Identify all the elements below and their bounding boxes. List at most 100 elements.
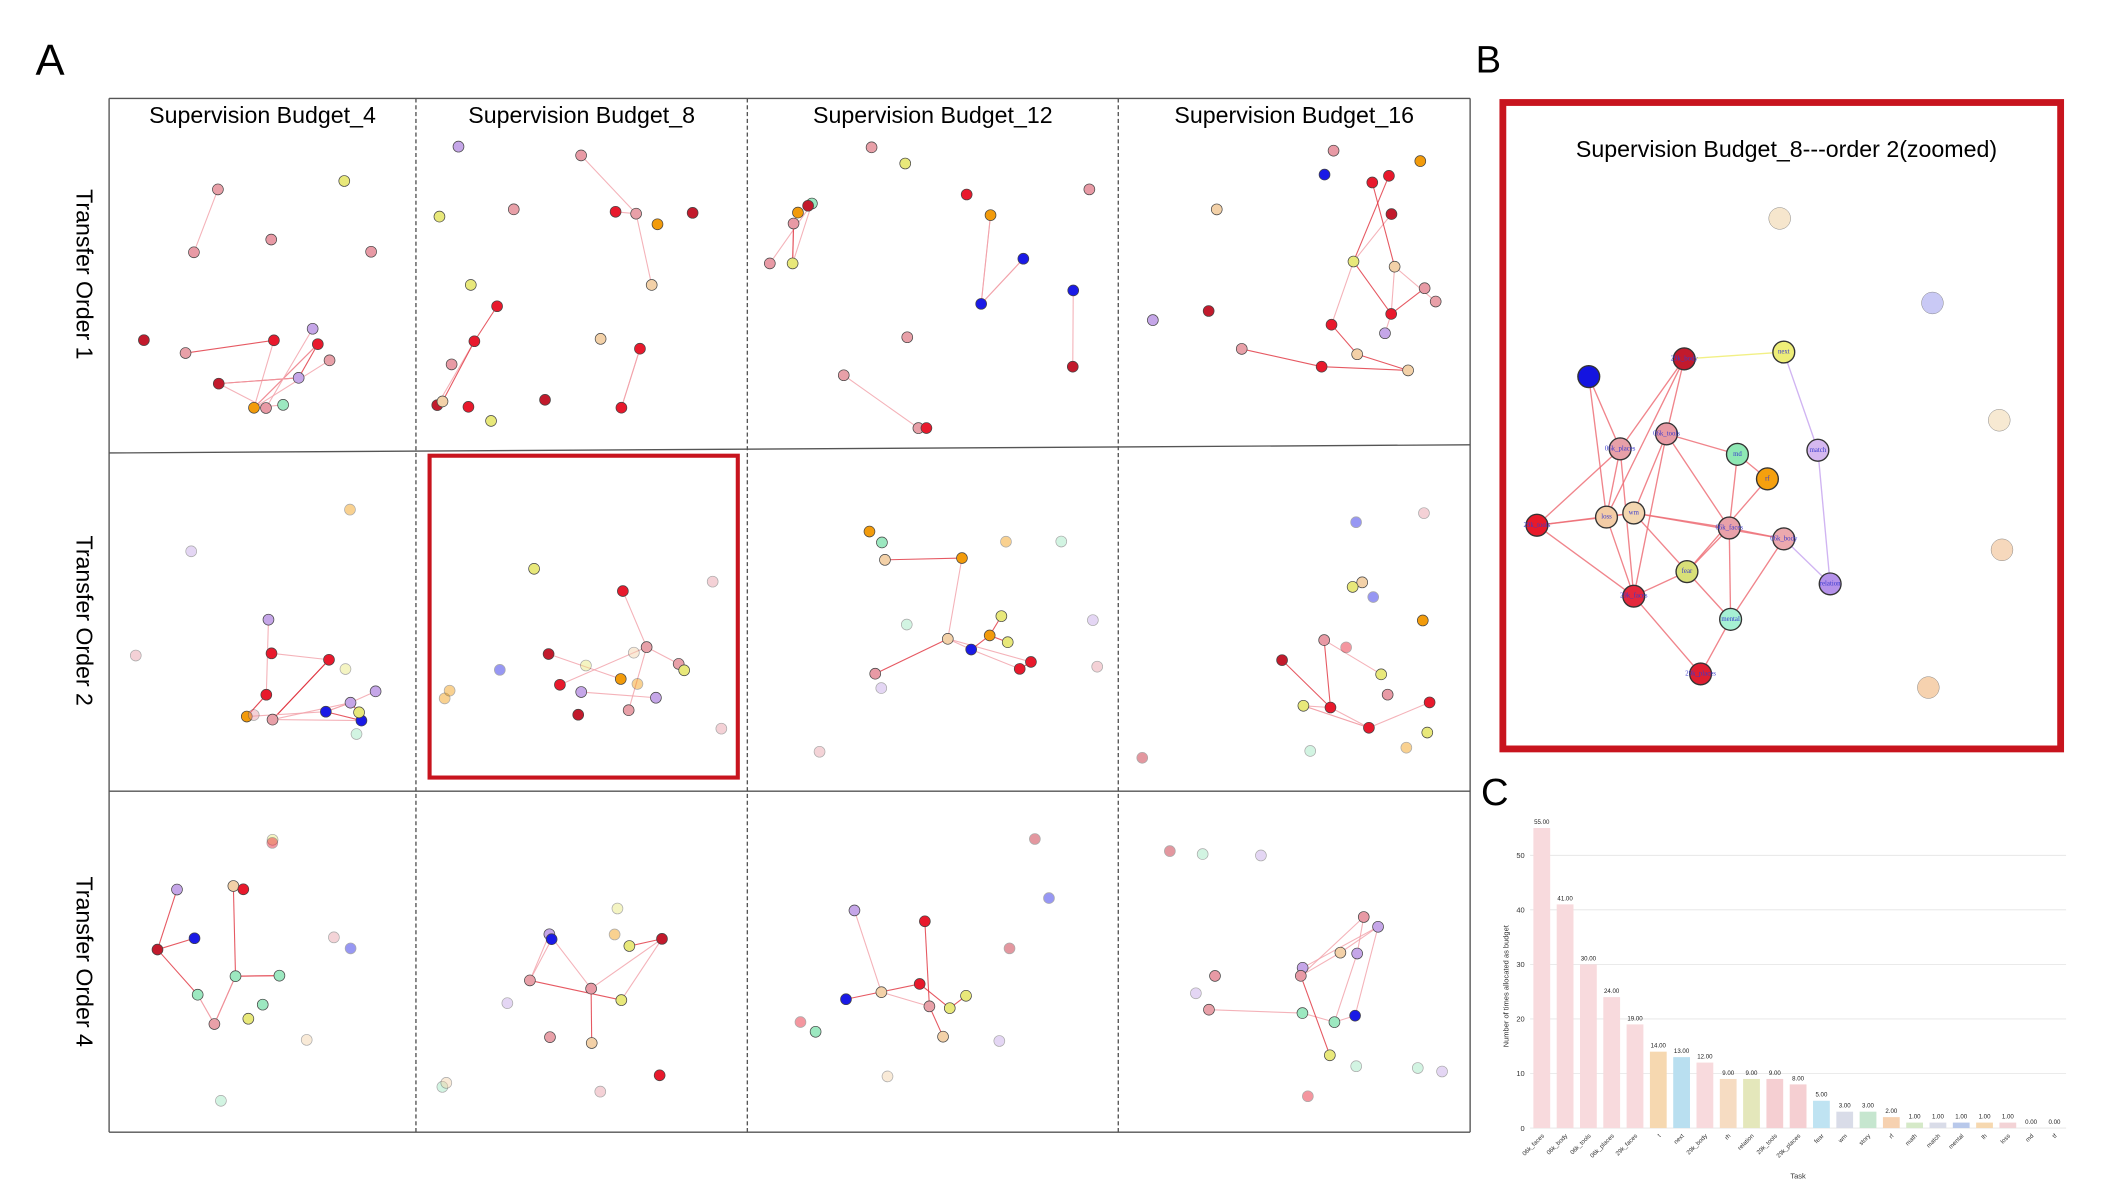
node bbox=[256, 998, 269, 1011]
network bbox=[1164, 845, 1448, 1103]
node bbox=[1276, 654, 1288, 666]
node bbox=[1029, 833, 1041, 845]
edge bbox=[1633, 512, 1784, 540]
edge bbox=[947, 557, 963, 639]
node bbox=[1755, 467, 1780, 491]
node bbox=[171, 883, 183, 896]
edge bbox=[1605, 516, 1635, 597]
edge bbox=[590, 938, 663, 990]
edge bbox=[1730, 538, 1785, 620]
edge bbox=[559, 646, 647, 686]
node bbox=[1622, 584, 1646, 608]
node bbox=[1423, 696, 1436, 709]
node bbox=[1689, 662, 1713, 686]
edge bbox=[769, 203, 813, 264]
node bbox=[1350, 516, 1362, 529]
value-label: 1.00 bbox=[1909, 1113, 1922, 1120]
edge bbox=[253, 343, 319, 409]
row-title: Transfer Order 2 bbox=[71, 536, 97, 706]
edge bbox=[442, 341, 475, 402]
node bbox=[443, 684, 456, 697]
edge bbox=[1728, 527, 1732, 620]
node bbox=[242, 1012, 255, 1025]
node bbox=[1429, 295, 1442, 308]
edge bbox=[884, 557, 962, 561]
node bbox=[1164, 845, 1176, 857]
node bbox=[507, 203, 520, 216]
node-label: 06k_places bbox=[1605, 445, 1636, 452]
node bbox=[1190, 987, 1202, 1000]
y-tick-label: 10 bbox=[1516, 1069, 1524, 1078]
node bbox=[1768, 207, 1791, 230]
node bbox=[1297, 699, 1310, 712]
edge bbox=[1390, 287, 1425, 315]
node bbox=[1328, 1016, 1341, 1028]
column-title: Supervision Budget_12 bbox=[813, 102, 1053, 128]
value-label: 41.00 bbox=[1557, 895, 1573, 902]
node bbox=[580, 659, 592, 672]
value-label: 19.00 bbox=[1627, 1015, 1643, 1022]
edge bbox=[1619, 358, 1685, 450]
node bbox=[554, 678, 566, 691]
node bbox=[338, 175, 351, 187]
bar bbox=[1952, 1122, 1970, 1129]
node bbox=[212, 183, 224, 196]
node bbox=[208, 1018, 221, 1030]
node bbox=[524, 974, 536, 987]
node bbox=[1000, 535, 1012, 548]
node bbox=[628, 646, 640, 659]
node bbox=[1196, 848, 1209, 860]
node bbox=[802, 199, 814, 212]
node bbox=[1324, 1049, 1336, 1062]
value-label: 0.00 bbox=[2048, 1119, 2061, 1126]
node bbox=[1990, 538, 2014, 561]
node bbox=[260, 402, 272, 414]
network bbox=[129, 503, 382, 740]
node bbox=[1577, 365, 1601, 389]
edge bbox=[980, 215, 992, 304]
edge bbox=[218, 377, 299, 385]
node bbox=[452, 140, 465, 153]
edge bbox=[1354, 926, 1379, 1016]
edge bbox=[1666, 433, 1738, 456]
edge bbox=[548, 933, 592, 989]
node bbox=[185, 545, 198, 558]
node bbox=[1087, 614, 1099, 626]
value-label: 1.00 bbox=[1932, 1113, 1945, 1120]
node bbox=[594, 1085, 607, 1098]
network bbox=[794, 833, 1055, 1083]
node bbox=[191, 988, 204, 1001]
node bbox=[615, 401, 628, 414]
node bbox=[344, 942, 357, 955]
edge bbox=[1356, 916, 1365, 954]
zoom-box bbox=[1499, 99, 2065, 753]
node bbox=[1357, 911, 1370, 923]
node bbox=[863, 525, 876, 538]
node bbox=[617, 585, 629, 597]
edge bbox=[1303, 705, 1370, 729]
node bbox=[585, 982, 597, 995]
node bbox=[1594, 505, 1619, 529]
node bbox=[1525, 513, 1549, 537]
node bbox=[1381, 688, 1394, 701]
node-label: relation bbox=[1820, 580, 1841, 587]
value-label: 8.00 bbox=[1792, 1075, 1805, 1082]
bar bbox=[1696, 1062, 1714, 1129]
bar bbox=[1533, 828, 1551, 1129]
value-label: 55.00 bbox=[1534, 819, 1550, 826]
node bbox=[344, 696, 357, 709]
node-label: match bbox=[1810, 447, 1827, 454]
edge bbox=[1588, 376, 1608, 518]
node bbox=[1402, 364, 1414, 377]
edge bbox=[157, 949, 199, 996]
node bbox=[1416, 614, 1429, 627]
bar bbox=[1929, 1122, 1947, 1129]
network bbox=[764, 141, 1096, 434]
node bbox=[1383, 170, 1395, 182]
node bbox=[179, 347, 192, 359]
node bbox=[656, 933, 668, 945]
network bbox=[813, 525, 1104, 758]
node bbox=[1367, 591, 1380, 603]
bar bbox=[1999, 1122, 2017, 1129]
